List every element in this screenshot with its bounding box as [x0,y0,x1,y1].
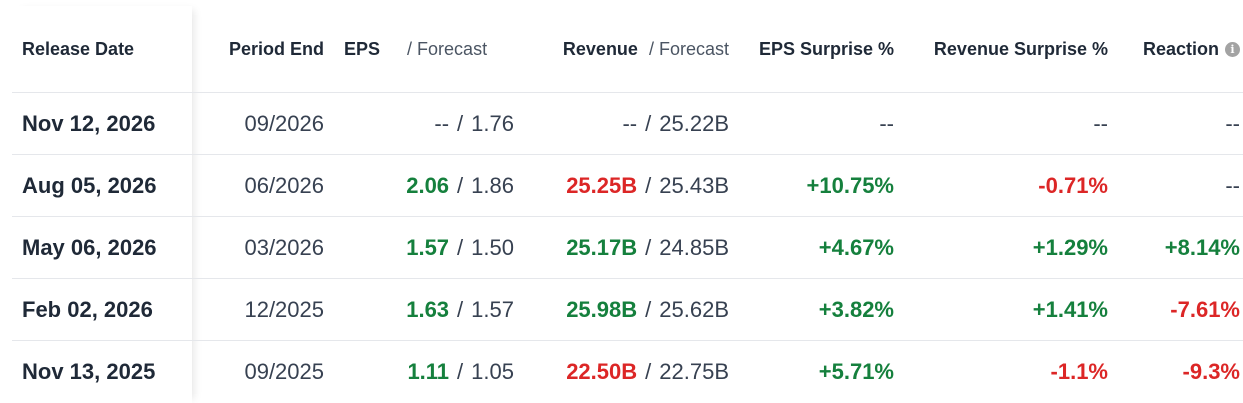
header-eps[interactable]: EPS / Forecast [324,6,514,93]
revenue-cell: 25.17B / 24.85B [514,216,729,279]
revenue-forecast: 25.22B [659,110,729,136]
eps-cell: 2.06 / 1.86 [324,154,514,217]
header-revenue-label: Revenue [562,38,638,59]
table-row[interactable]: Aug 05, 2026 06/2026 2.06 / 1.86 25.25B / 25.43… [12,154,1243,217]
period-end-cell: 06/2026 [202,154,324,217]
eps-separator: / [457,234,464,260]
table-body: Nov 12, 2026 09/2026 --/1.76 --/25.22B -- -- -… [12,92,1243,403]
period-end-cell: 12/2025 [202,278,324,341]
eps-forecast: 1.86 [471,172,514,198]
earnings-table: Release Date Period End EPS / Forecast R… [12,6,1243,402]
reaction-cell: +8.14% [1108,216,1243,279]
header-eps-forecast: / Forecast [407,38,488,59]
header-revenue[interactable]: Revenue / Forecast [514,6,729,93]
eps-cell: 1.11 / 1.05 [324,341,514,403]
info-icon[interactable]: i [1225,41,1240,57]
revenue-separator: / [645,358,652,384]
eps-surprise-cell: +4.67% [729,216,894,279]
reaction-cell: -7.61% [1108,278,1243,341]
release-date-cell: May 06, 2026 [12,216,202,279]
table-row[interactable]: Feb 02, 2026 12/2025 1.63 / 1.57 25.98B / 25.62… [12,278,1243,341]
release-date-cell: Nov 13, 2025 [22,358,156,384]
revenue-forecast: 24.85B [659,234,729,260]
revenue-actual: -- [622,110,638,136]
revenue-cell: -- / 25.22B [514,92,729,155]
revenue-forecast: 22.75B [659,358,729,384]
eps-forecast: 1.05 [471,358,514,384]
eps-actual: 2.06 [406,172,450,198]
eps-separator: / [457,172,464,198]
eps-cell: 1.63 / 1.57 [324,278,514,341]
reaction-cell: -- [1108,154,1243,217]
revenue-surprise-cell: -1.1% [1050,358,1108,384]
header-eps-label: EPS [344,38,381,59]
eps-separator: / [457,110,464,136]
revenue-separator: / [645,234,652,260]
release-date-cell: Nov 12, 2026 [12,92,202,155]
eps-cell: -- / 1.76 [324,92,514,155]
revenue-separator: / [645,296,652,322]
table-header-row: Release Date Period End EPS / Forecast R… [12,6,1243,93]
eps-forecast: 1.50 [471,234,514,260]
release-date-cell: Aug 05, 2026 [12,154,202,217]
reaction-cell: -- [1108,92,1243,155]
eps-cell: 1.57 / 1.50 [324,216,514,279]
eps-surprise-cell: +10.75% [729,154,894,217]
revenue-actual: 25.25B [566,172,638,198]
revenue-cell: 25.98B / 25.62B [514,278,729,341]
revenue-forecast: 25.62B [659,296,729,322]
revenue-surprise-cell: +1.29% [894,216,1108,279]
header-revenue-surprise[interactable]: Revenue Surprise % [894,6,1108,93]
eps-actual: 1.57 [406,234,450,260]
period-end-cell: 03/2026 [202,216,324,279]
eps-forecast: 1.57 [471,296,514,322]
period-end-cell: 09/2026 [202,92,324,155]
revenue-actual: 25.98B [566,296,638,322]
revenue-surprise-cell: +1.41% [894,278,1108,341]
revenue-cell: 22.50B / 22.75B [514,341,729,403]
header-reaction-label: Reaction [1142,38,1219,59]
header-revenue-forecast: / Forecast [648,38,729,59]
release-date-cell: Feb 02, 2026 [12,278,202,341]
eps-forecast: 1.76 [471,110,514,136]
table-row[interactable]: Nov 12, 2026 09/2026 --/1.76 --/25.22B -- -- -… [12,92,1243,155]
eps-actual: 1.63 [406,296,450,322]
eps-separator: / [457,296,464,322]
revenue-separator: / [645,172,652,198]
header-reaction[interactable]: Reaction i [1108,6,1243,93]
eps-separator: / [457,358,464,384]
revenue-surprise-cell: -0.71% [894,154,1108,217]
revenue-separator: / [645,110,652,136]
table-row[interactable]: May 06, 2026 03/2026 1.57 / 1.50 25.17B / 24.85… [12,216,1243,279]
eps-surprise-cell: +5.71% [818,358,894,384]
header-period-end[interactable]: Period End [202,6,324,93]
eps-actual: -- [434,110,450,136]
table-row[interactable]: Nov 13, 2025 09/2025 1.11 / 1.05 22.50B / 22.75… [12,341,1243,403]
revenue-forecast: 25.43B [659,172,729,198]
eps-surprise-cell: +3.82% [729,278,894,341]
header-eps-surprise[interactable]: EPS Surprise % [729,6,894,93]
revenue-cell: 25.25B / 25.43B [514,154,729,217]
header-release-date[interactable]: Release Date [12,6,202,93]
eps-surprise-cell: -- [729,92,894,155]
eps-actual: 1.11 [407,358,450,384]
reaction-cell: -9.3% [1182,358,1240,384]
revenue-surprise-cell: -- [894,92,1108,155]
period-end-cell: 09/2025 [244,358,324,384]
revenue-actual: 25.17B [566,234,638,260]
revenue-actual: 22.50B [566,358,638,384]
